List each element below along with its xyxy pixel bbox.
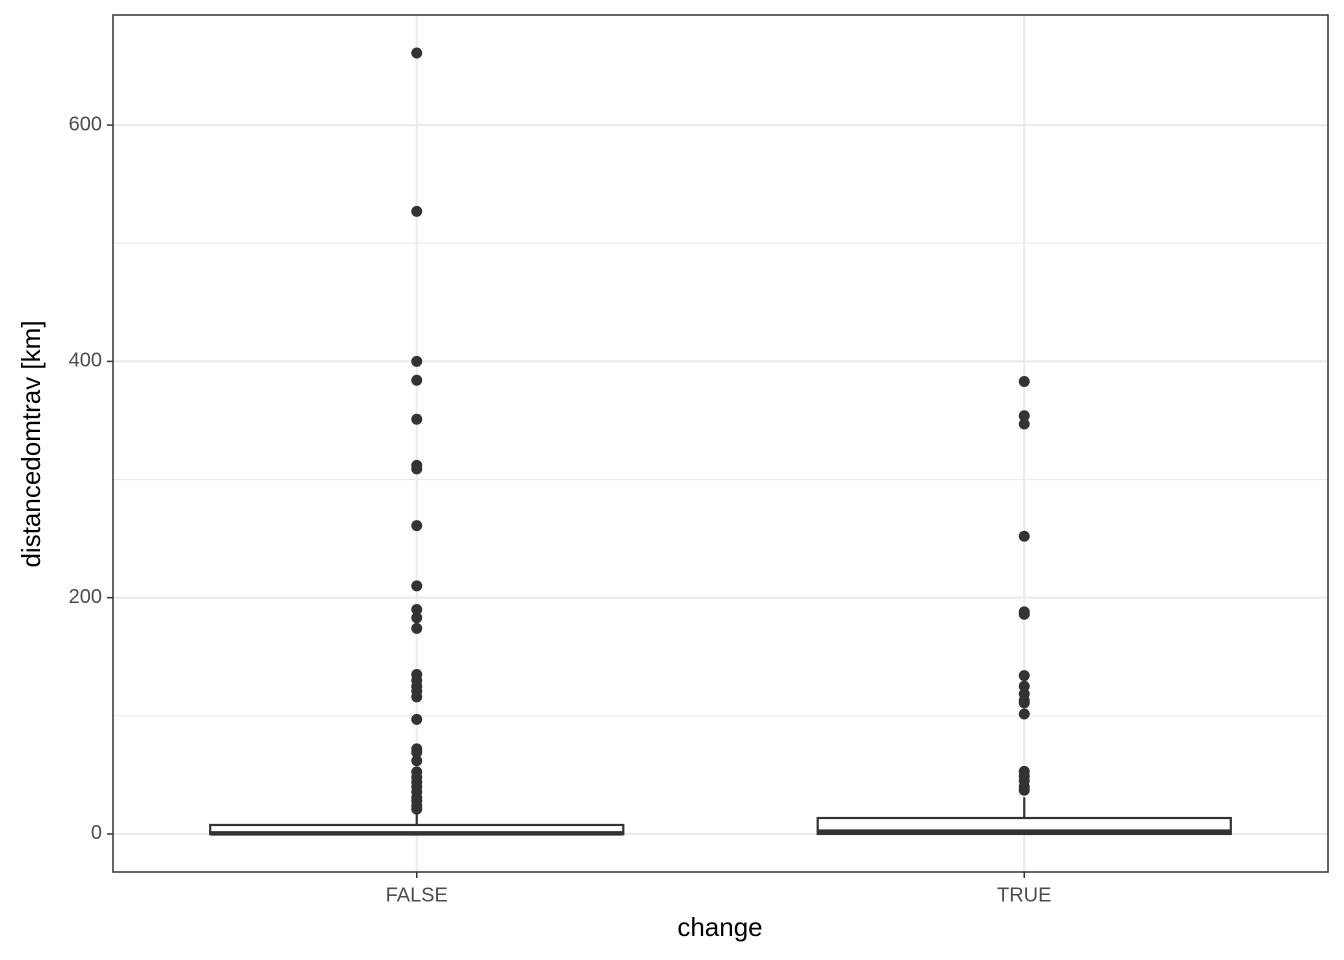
outlier [411,803,423,815]
outlier [1018,670,1030,682]
y-axis-title: distancedomtrav [km] [16,320,46,567]
y-tick-label: 0 [91,822,102,844]
outlier [411,463,423,475]
outlier [411,374,423,386]
outlier [1018,697,1030,709]
outlier [411,580,423,592]
outlier [1018,375,1030,387]
y-tick-label: 600 [69,113,102,135]
outlier [1018,708,1030,720]
outlier [411,622,423,634]
outlier [411,612,423,624]
x-tick-label: FALSE [386,884,448,906]
outlier [411,691,423,703]
outlier [411,205,423,217]
outlier [411,520,423,532]
panel-border [112,14,1329,873]
outlier [1018,410,1030,422]
outlier [411,413,423,425]
outlier [411,755,423,767]
y-tick-label: 200 [69,586,102,608]
outlier [411,713,423,725]
outlier [411,746,423,758]
outlier [411,603,423,615]
x-tick-label: TRUE [997,884,1051,906]
outlier [411,47,423,59]
outlier [1018,680,1030,692]
x-axis-title: change [677,912,762,942]
y-tick-label: 400 [69,350,102,372]
outlier [1018,418,1030,430]
outlier [1018,530,1030,542]
outlier [1018,784,1030,796]
outlier [411,355,423,367]
outlier [1018,608,1030,620]
